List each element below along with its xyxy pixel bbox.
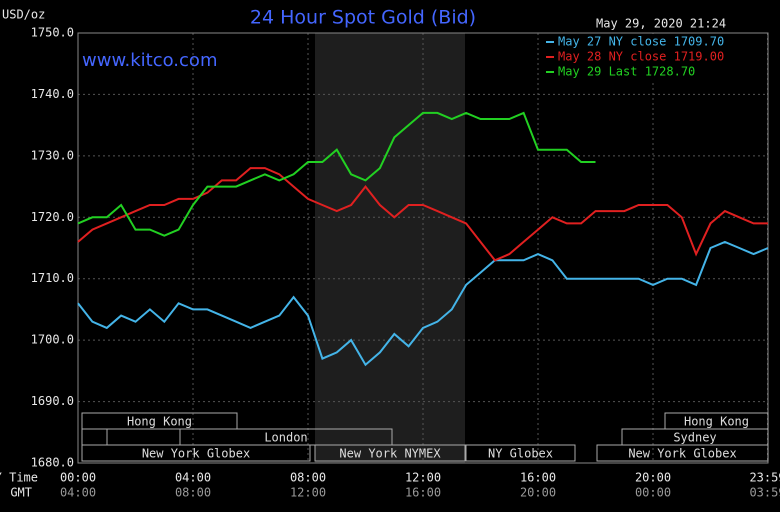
y-tick-label: 1710.0	[31, 271, 74, 285]
x-tick-label: 20:00	[635, 471, 671, 485]
timestamp: May 29, 2020 21:24	[596, 17, 726, 31]
session-label: London	[264, 431, 307, 445]
legend-box	[540, 34, 766, 82]
session-label: Hong Kong	[127, 415, 192, 429]
legend-label: May 29 Last 1728.70	[558, 65, 695, 79]
session-label: New York NYMEX	[339, 447, 441, 461]
x-axis-label: NY Time	[0, 471, 38, 485]
x2-axis-label: GMT	[10, 486, 32, 500]
series-line	[77, 111, 596, 237]
y-axis-label: USD/oz	[2, 8, 45, 22]
x-tick-label: 16:00	[520, 471, 556, 485]
x-tick-label: 08:00	[290, 471, 326, 485]
x-tick-label: 00:00	[60, 471, 96, 485]
series-line	[77, 240, 769, 367]
session-label: Sydney	[673, 431, 716, 445]
session-box	[465, 444, 576, 462]
x2-tick-label: 00:00	[635, 486, 671, 500]
y-tick-label: 1750.0	[31, 26, 74, 40]
nymex-shade	[315, 33, 465, 463]
session-box	[81, 444, 311, 462]
x2-tick-label: 03:59	[749, 486, 780, 500]
website: www.kitco.com	[82, 50, 217, 71]
x-tick-label: 04:00	[175, 471, 211, 485]
x-tick-label: 12:00	[405, 471, 441, 485]
y-tick-label: 1740.0	[31, 87, 74, 101]
legend-label: May 28 NY close 1719.00	[558, 50, 724, 64]
session-box	[81, 412, 238, 430]
y-tick-label: 1730.0	[31, 148, 74, 162]
session-label: New York Globex	[142, 447, 250, 461]
x2-tick-label: 08:00	[175, 486, 211, 500]
session-box	[596, 444, 769, 462]
series-line	[77, 167, 768, 262]
session-label: New York Globex	[628, 447, 736, 461]
x-tick-label: 23:59	[749, 471, 780, 485]
x2-tick-label: 16:00	[405, 486, 441, 500]
legend-label: May 27 NY close 1709.70	[558, 35, 724, 49]
session-box	[314, 444, 466, 462]
y-tick-label: 1680.0	[31, 456, 74, 470]
chart-title: 24 Hour Spot Gold (Bid)	[250, 7, 476, 29]
x2-tick-label: 12:00	[290, 486, 326, 500]
y-tick-label: 1720.0	[31, 210, 74, 224]
x2-tick-label: 20:00	[520, 486, 556, 500]
y-tick-label: 1700.0	[31, 333, 74, 347]
y-tick-label: 1690.0	[31, 394, 74, 408]
session-label: Hong Kong	[684, 415, 749, 429]
session-label: NY Globex	[488, 447, 553, 461]
x2-tick-label: 04:00	[60, 486, 96, 500]
